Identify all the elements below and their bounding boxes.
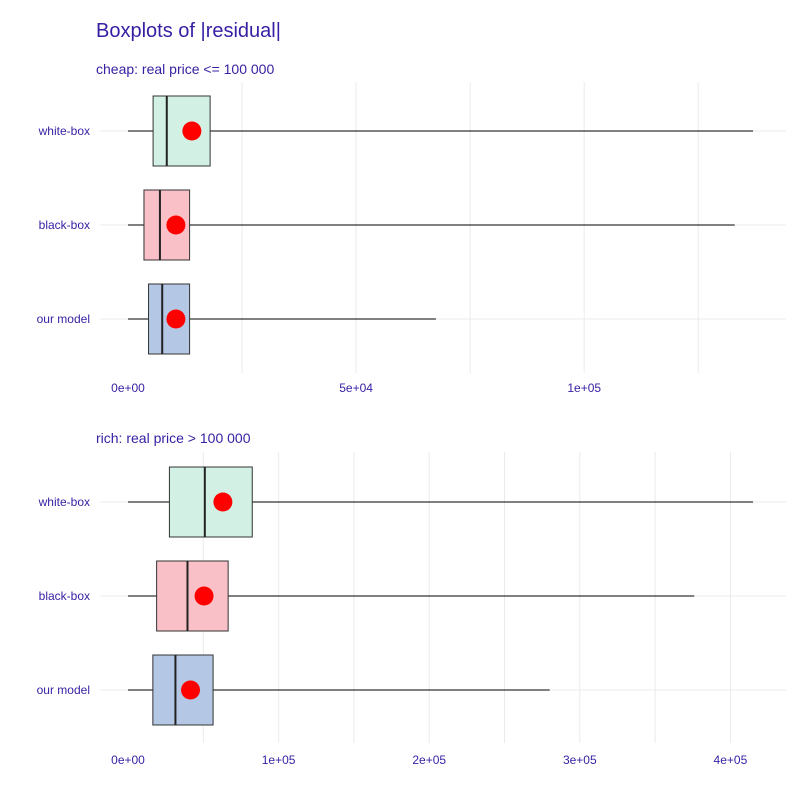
y-category-label: our model	[37, 312, 90, 326]
y-category-label: black-box	[39, 218, 90, 232]
panel-subtitle-cheap: cheap: real price <= 100 000	[96, 61, 274, 77]
panel-rich: 0e+00 1e+05 2e+05 3e+05 4e+05 white-box black-…	[37, 452, 786, 767]
mean-point	[181, 680, 200, 700]
mean-point	[166, 309, 186, 329]
x-tick-label: 5e+04	[339, 381, 373, 395]
box-iqr	[152, 95, 211, 167]
x-tick-label: 1e+05	[262, 753, 296, 767]
box-iqr	[156, 560, 229, 632]
mean-point	[194, 586, 214, 606]
mean-point	[166, 215, 186, 235]
x-tick-label: 3e+05	[563, 753, 597, 767]
mean-point	[182, 121, 202, 141]
x-tick-label: 4e+05	[714, 753, 748, 767]
x-tick-label: 2e+05	[412, 753, 446, 767]
y-category-label: our model	[37, 683, 90, 697]
y-category-label: black-box	[39, 589, 90, 603]
x-tick-label: 1e+05	[567, 381, 601, 395]
y-category-label: white-box	[38, 124, 90, 138]
y-category-label: white-box	[38, 495, 90, 509]
x-tick-label: 0e+00	[111, 381, 145, 395]
x-tick-label: 0e+00	[111, 753, 145, 767]
chart-title: Boxplots of |residual|	[96, 20, 281, 42]
mean-point	[213, 492, 233, 512]
panel-subtitle-rich: rich: real price > 100 000	[96, 430, 251, 446]
panel-cheap: 0e+00 5e+04 1e+05 white-box black-box our mod…	[37, 82, 786, 395]
box-iqr	[168, 466, 253, 538]
